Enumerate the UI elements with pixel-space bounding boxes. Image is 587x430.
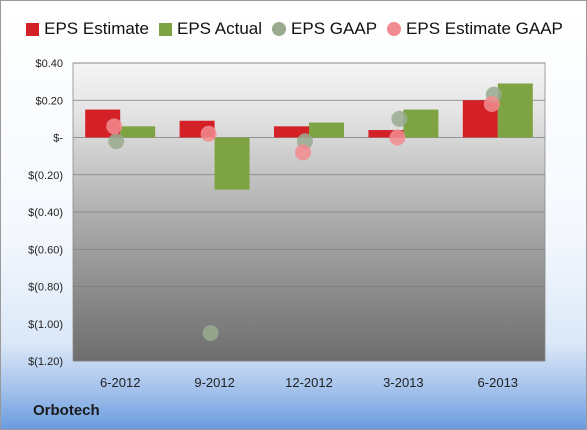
y-tick-label: $- (53, 133, 63, 145)
legend-item: EPS Estimate (26, 19, 149, 39)
dots (106, 86, 502, 342)
dot-eps-estimate-gaap (389, 129, 406, 146)
dot-eps-estimate-gaap (106, 118, 123, 135)
bar-eps-estimate (368, 130, 404, 138)
dot-eps-estimate-gaap (483, 95, 500, 112)
legend-label: EPS Estimate (44, 19, 149, 38)
y-tick-label: $(1.00) (28, 319, 63, 331)
y-tick-label: $(0.40) (28, 207, 63, 219)
dot-eps-estimate-gaap (200, 125, 217, 142)
bar-eps-actual (497, 83, 533, 138)
bar-eps-actual (309, 122, 344, 138)
y-tick-label: $(1.20) (28, 356, 63, 368)
bar-eps-estimate (274, 126, 309, 138)
y-tick-label: $0.40 (35, 58, 63, 70)
y-tick-label: $(0.20) (28, 170, 63, 182)
legend-dot-swatch (387, 22, 402, 36)
dot-eps-gaap (391, 110, 408, 127)
x-tick-label: 3-2013 (383, 375, 423, 390)
legend-dot-swatch (272, 22, 287, 36)
legend-item: EPS GAAP (272, 19, 377, 39)
legend-item: EPS Estimate GAAP (387, 19, 563, 39)
bar-eps-actual (214, 137, 250, 190)
legend-label: EPS Estimate GAAP (406, 19, 563, 38)
bar-eps-actual (120, 126, 156, 138)
x-tick-label: 12-2012 (285, 375, 333, 390)
chart-legend: EPS Estimate EPS Actual EPS GAAP EPS Estima… (1, 15, 586, 43)
dot-eps-gaap (108, 133, 125, 150)
legend-label: EPS GAAP (291, 19, 378, 38)
x-axis-ticks: 6-2012 9-2012 12-2012 3-2013 6-2013 (100, 375, 518, 390)
y-axis-ticks: $0.40 $0.20 $- $(0.20) $(0.40) $(0.60) $(0.80)… (28, 58, 63, 368)
x-tick-label: 9-2012 (194, 375, 234, 390)
y-tick-label: $0.20 (35, 95, 63, 107)
legend-label: EPS Actual (176, 19, 263, 38)
gridlines (73, 62, 545, 362)
legend-square-swatch (158, 22, 172, 36)
dot-eps-estimate-gaap (295, 144, 311, 161)
legend-item: EPS Actual (158, 19, 263, 39)
y-tick-label: $(0.80) (28, 282, 63, 294)
y-tick-label: $(0.60) (28, 244, 63, 256)
dot-eps-gaap (202, 325, 219, 342)
x-tick-label: 6-2012 (100, 375, 140, 390)
company-name: Orbotech (33, 402, 100, 419)
x-tick-label: 6-2013 (478, 375, 518, 390)
legend-square-swatch (26, 22, 40, 36)
bar-eps-actual (403, 109, 439, 138)
